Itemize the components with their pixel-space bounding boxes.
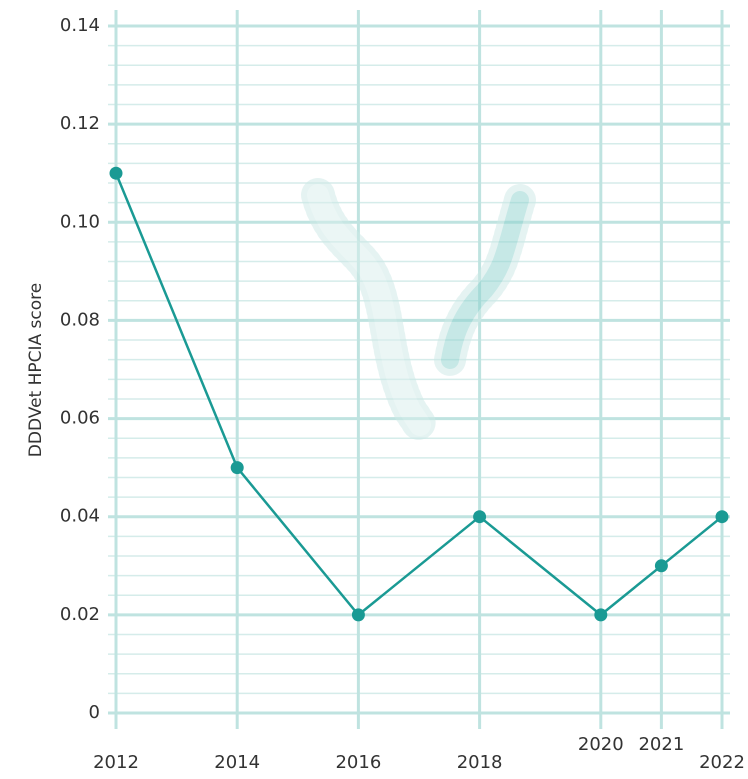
x-tick-label: 2016 bbox=[335, 752, 381, 773]
point bbox=[715, 510, 729, 524]
x-tick-label: 2014 bbox=[214, 752, 260, 773]
y-tick-label: 0.08 bbox=[60, 309, 100, 330]
y-tick-label: 0 bbox=[89, 702, 100, 723]
x-tick-label: 2020 bbox=[578, 734, 624, 755]
y-tick-label: 0.14 bbox=[60, 15, 100, 36]
x-tick-label: 2018 bbox=[457, 752, 503, 773]
point bbox=[594, 608, 608, 622]
x-tick-label: 2021 bbox=[638, 734, 684, 755]
bacterium bbox=[307, 184, 431, 436]
y-tick-label: 0.02 bbox=[60, 604, 100, 625]
point bbox=[473, 510, 487, 524]
point bbox=[351, 608, 365, 622]
y-tick-label: 0.04 bbox=[60, 506, 100, 527]
point bbox=[654, 559, 668, 573]
y-tick-label: 0.12 bbox=[60, 113, 100, 134]
point bbox=[230, 461, 244, 475]
grid bbox=[108, 10, 730, 729]
y-tick-label: 0.10 bbox=[60, 211, 100, 232]
bacterium bbox=[441, 191, 529, 369]
y-axis-label: DDDVet HPCIA score bbox=[26, 283, 46, 457]
point bbox=[109, 166, 123, 180]
y-tick-label: 0.06 bbox=[60, 408, 100, 429]
decoration bbox=[301, 178, 536, 442]
x-tick-label: 2012 bbox=[93, 752, 139, 773]
x-tick-label: 2022 bbox=[699, 752, 745, 773]
